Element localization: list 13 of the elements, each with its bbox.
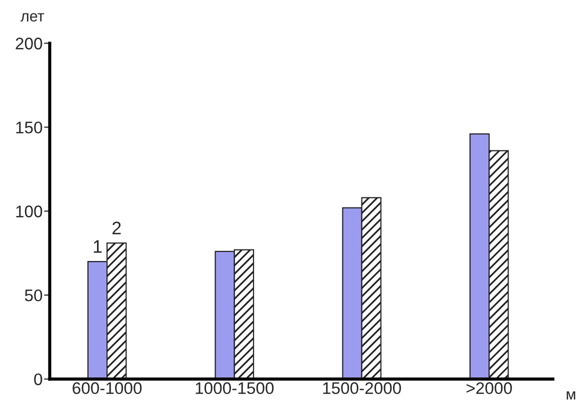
series-label: 1 <box>94 240 102 253</box>
y-tick-label: 50 <box>24 289 42 302</box>
y-axis-title: лет <box>20 13 44 22</box>
y-tick-label: 0 <box>34 373 42 386</box>
y-tick-label: 150 <box>16 122 42 134</box>
y-tick-label: 100 <box>16 206 42 218</box>
series-label: 2 <box>112 222 121 234</box>
y-tick-label: 200 <box>16 38 42 50</box>
x-tick-label: >2000 <box>466 382 512 394</box>
x-tick-label: 600-1000 <box>72 382 142 394</box>
x-tick-label: 1000-1500 <box>196 382 274 394</box>
x-axis-title: м <box>566 391 576 400</box>
x-tick-label: 1500-2000 <box>323 382 401 394</box>
